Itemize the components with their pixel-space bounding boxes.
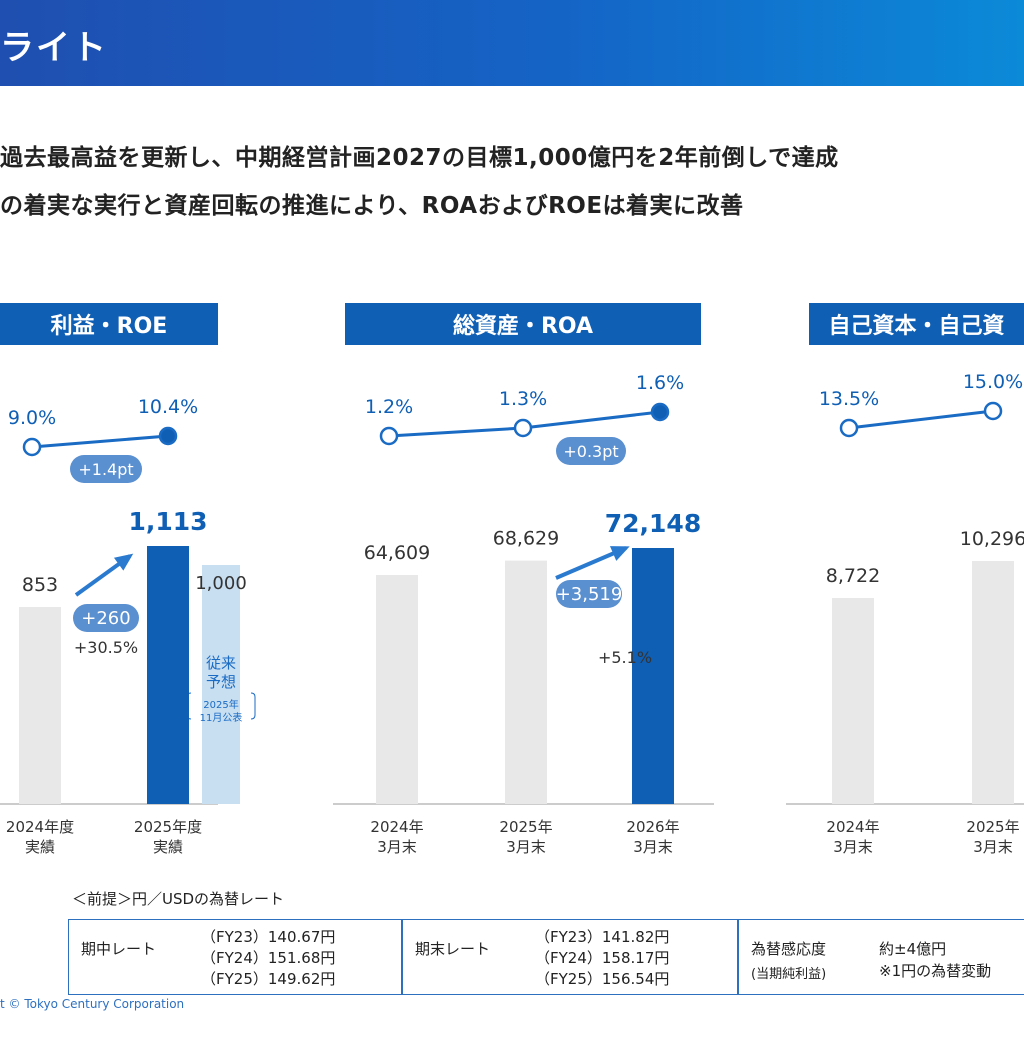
fx-sensitivity-sub: (当期純利益) <box>751 967 827 982</box>
ratio-point <box>22 437 42 457</box>
bar <box>972 561 1014 804</box>
ratio-point <box>983 401 1003 421</box>
forecast-value-label: 1,000 <box>195 573 247 594</box>
ratio-point <box>379 426 399 446</box>
change-percent-label: +30.5% <box>74 638 138 657</box>
bar-value-label: 10,296 <box>960 528 1024 550</box>
category-label: 2024年度実績 <box>6 818 74 856</box>
forecast-note: 従来予想 <box>206 654 236 691</box>
fx-sensitivity-note: ※1円の為替変動 <box>879 962 992 980</box>
panel-title-equity: 自己資本・自己資 <box>809 303 1024 345</box>
change-amount-pill: +260 <box>81 608 130 629</box>
ratio-change-pill-bg <box>70 455 142 483</box>
ratio-label: 1.3% <box>499 388 547 410</box>
highlight-bullet-2: の着実な実行と資産回転の推進により、ROAおよびROEは着実に改善 <box>0 193 744 219</box>
end-rate-fy24: （FY24）158.17円 <box>535 949 670 967</box>
panel-title-profit-roe: 利益・ROE <box>0 303 218 345</box>
ratio-label: 1.6% <box>636 372 684 394</box>
change-amount-pill-bg <box>73 604 139 632</box>
bar <box>832 598 874 804</box>
header-bar <box>0 0 1024 86</box>
ratio-label: 13.5% <box>819 388 879 410</box>
ratio-point <box>839 418 859 438</box>
ratio-point <box>650 402 670 422</box>
end-rate-fy23: （FY23）141.82円 <box>535 928 670 946</box>
bar-value-label: 8,722 <box>826 565 880 587</box>
bar <box>147 546 189 804</box>
fx-rate-table: 期中レート （FY23）140.67円 （FY24）151.68円 （FY25）… <box>68 919 1024 995</box>
charts-area: 1,000 従来予想 2025年 11月公表 853 2024年度実績 1,113 2025年… <box>0 371 1024 856</box>
ratio-change-pill: +0.3pt <box>563 442 618 461</box>
avg-rate-fy23: （FY23）140.67円 <box>201 928 336 946</box>
fx-sensitivity-label: 為替感応度 <box>751 940 827 958</box>
bar <box>19 607 61 804</box>
change-amount-pill-bg <box>556 580 622 608</box>
bar-value-label: 853 <box>22 574 58 596</box>
growth-arrow-head <box>113 553 134 571</box>
avg-rate-fy24: （FY24）151.68円 <box>201 949 336 967</box>
end-rate-label: 期末レート <box>415 940 491 958</box>
category-label: 2026年 3月末 <box>626 818 679 856</box>
change-amount-pill: +3,519 <box>556 584 623 605</box>
change-percent-label: +5.1% <box>598 648 652 667</box>
ratio-change-pill-bg <box>556 437 626 465</box>
category-label: 2024年 3月末 <box>370 818 423 856</box>
category-label: 2025年度実績 <box>134 818 202 856</box>
category-label: 2024年 3月末 <box>826 818 879 856</box>
growth-arrow-head <box>609 546 630 561</box>
category-label: 2025年 3月末 <box>966 818 1019 856</box>
avg-rate-fy25: （FY25）149.62円 <box>201 970 336 988</box>
ratio-point <box>158 426 178 446</box>
ratio-label: 1.2% <box>365 396 413 418</box>
bar-value-label: 64,609 <box>364 542 430 564</box>
bar <box>376 575 418 804</box>
highlight-bullet-1: 過去最高益を更新し、中期経営計画2027の目標1,000億円を2年前倒しで達成 <box>0 145 839 171</box>
ratio-change-pill: +1.4pt <box>78 460 133 479</box>
ratio-label: 10.4% <box>138 396 198 418</box>
table-divider <box>401 920 403 994</box>
bar-value-label: 68,629 <box>493 528 559 550</box>
avg-rate-values: （FY23）140.67円 （FY24）151.68円 （FY25）149.62… <box>201 927 335 1001</box>
forecast-bar <box>202 565 240 804</box>
bar-value-label: 72,148 <box>605 509 701 538</box>
fx-note: ＜前提＞円／USDの為替レート <box>72 890 285 908</box>
table-divider <box>737 920 739 994</box>
ratio-label: 15.0% <box>963 371 1023 393</box>
copyright: t © Tokyo Century Corporation <box>0 997 185 1011</box>
fx-sensitivity-value: 約±4億円 <box>879 940 947 958</box>
category-label: 2025年 3月末 <box>499 818 552 856</box>
forecast-bracket-right <box>250 692 256 720</box>
bar <box>632 548 674 804</box>
ratio-point <box>513 418 533 438</box>
avg-rate-label: 期中レート <box>81 940 157 958</box>
bar-value-label: 1,113 <box>128 507 207 536</box>
panel-title-assets-roa: 総資産・ROA <box>345 303 701 345</box>
end-rate-fy25: （FY25）156.54円 <box>535 970 670 988</box>
end-rate-values: （FY23）141.82円 （FY24）158.17円 （FY25）156.54… <box>535 927 669 1001</box>
ratio-line <box>31 434 169 449</box>
ratio-line <box>848 409 994 430</box>
bar <box>505 560 547 804</box>
forecast-note-date: 2025年 11月公表 <box>200 698 243 724</box>
page-title: ライト <box>0 28 108 68</box>
ratio-label: 9.0% <box>8 407 56 429</box>
